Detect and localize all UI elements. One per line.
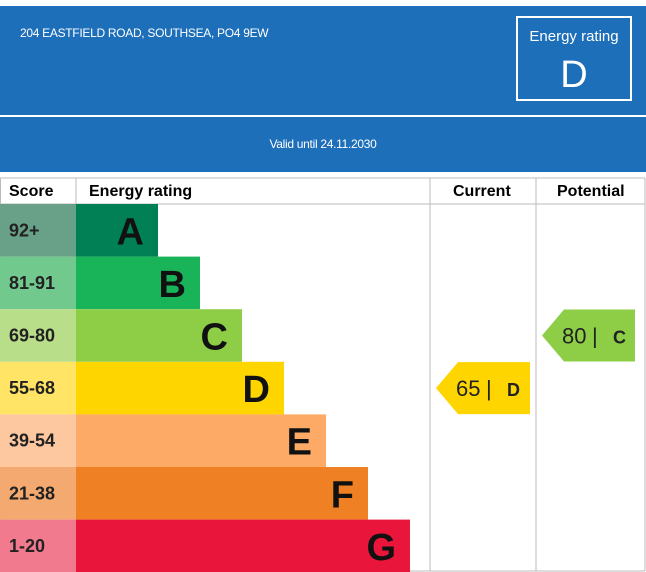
score-label-c: 69-80 [9,326,55,346]
rating-bar-b [76,256,200,310]
validity-banner: Valid until 24.11.2030 [0,117,646,172]
score-column-header: Score [9,183,54,200]
valid-until-text: Valid until 24.11.2030 [269,137,377,151]
rating-bar-e [76,414,326,467]
rating-bar-d [76,361,284,415]
header-banner: 204 EASTFIELD ROAD, SOUTHSEA, PO4 9EW En… [0,6,646,115]
potential-value: 80 [562,324,586,349]
current-column-header: Current [453,183,511,200]
energy-rating-box: Energy rating D [516,16,632,101]
score-label-d: 55-68 [9,378,55,398]
potential-column-header: Potential [557,183,625,200]
rating-arrows: 65 | D80 | C [436,309,635,415]
current-letter: D [507,380,520,400]
score-cell-d [0,361,76,415]
rating-bar-g [76,519,410,572]
potential-separator: | [592,324,598,349]
score-label-f: 21-38 [9,483,55,503]
energy-rating-box-title: Energy rating [529,28,619,45]
rating-letter-e: E [287,422,312,464]
score-cell-e [0,414,76,467]
rating-letter-b: B [159,264,186,306]
score-cell-c [0,309,76,362]
rating-letter-a: A [117,211,144,253]
energy-rating-box-letter: D [560,54,588,96]
rating-letter-f: F [331,474,354,516]
energy-rating-column-header: Energy rating [89,183,193,200]
score-cell-g [0,519,76,572]
potential-arrow [542,309,635,362]
score-label-e: 39-54 [9,431,55,451]
score-cell-f [0,467,76,520]
rating-bar-f [76,467,368,520]
current-value: 65 [456,376,480,401]
rating-letter-g: G [366,527,396,569]
score-cell-b [0,256,76,310]
rating-bar-a [76,204,158,257]
rating-bands: 92+ A 81-91 B 69-80 C 55-68 D 39-54 E 21-38 F 1-20 G [0,204,410,572]
rating-bar-c [76,309,242,362]
property-address: 204 EASTFIELD ROAD, SOUTHSEA, PO4 9EW [20,26,269,40]
current-separator: | [486,376,492,401]
score-cell-a [0,204,76,257]
rating-letter-d: D [243,369,270,411]
potential-letter: C [613,328,626,348]
rating-letter-c: C [201,317,228,359]
score-label-b: 81-91 [9,273,55,293]
current-arrow [436,362,530,415]
score-label-g: 1-20 [9,536,45,556]
score-label-a: 92+ [9,220,40,240]
